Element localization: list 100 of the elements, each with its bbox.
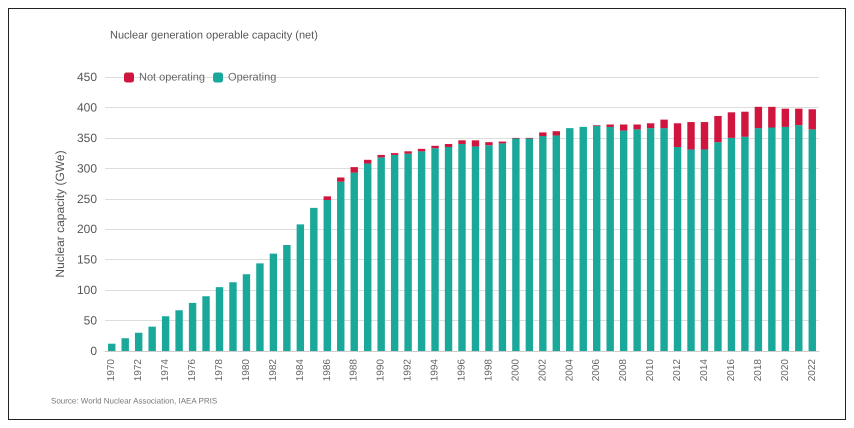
bar — [418, 148, 426, 152]
x-tick-label: 1992 — [402, 358, 414, 382]
bar — [337, 177, 344, 182]
x-tick-label: 1974 — [160, 358, 172, 382]
x-tick-label: 1990 — [376, 358, 387, 382]
bar — [768, 106, 776, 128]
bar — [633, 124, 641, 130]
bar — [324, 200, 331, 351]
bar — [526, 138, 534, 351]
bar — [175, 310, 183, 351]
x-tick-label: 2004 — [564, 358, 576, 382]
y-tick-label: 100 — [76, 283, 98, 298]
bar — [660, 120, 668, 128]
bar — [768, 128, 776, 351]
bar — [741, 112, 749, 137]
x-tick-label: 1972 — [133, 358, 144, 382]
bar — [485, 142, 493, 146]
x-tick-label: 2022 — [806, 358, 818, 382]
bar — [485, 145, 493, 351]
legend-label: Operating — [228, 72, 276, 84]
bar — [660, 128, 668, 351]
source-note: Source: World Nuclear Association, IAEA PRIS — [51, 396, 218, 406]
bar — [242, 274, 250, 351]
x-tick-label: 1984 — [294, 358, 306, 382]
bar — [256, 263, 264, 351]
bar — [431, 148, 439, 351]
bar — [498, 143, 506, 351]
bar — [418, 151, 426, 351]
x-tick-label: 2012 — [672, 358, 684, 382]
x-tick-label: 1978 — [214, 358, 226, 382]
x-tick-label: 2018 — [752, 358, 764, 382]
bar — [687, 149, 695, 351]
y-tick-label: 200 — [76, 222, 98, 236]
bar — [350, 167, 358, 173]
bar — [229, 282, 237, 351]
bar — [646, 128, 654, 351]
x-tick-label: 1996 — [456, 358, 468, 382]
x-tick-label: 2002 — [537, 358, 548, 382]
x-tick-label: 2006 — [591, 358, 602, 382]
y-tick-label: 300 — [76, 161, 98, 176]
x-tick-label: 2008 — [618, 358, 630, 382]
bar — [404, 154, 412, 351]
y-tick-label: 450 — [76, 70, 98, 84]
bar — [674, 123, 682, 148]
bar — [216, 287, 224, 351]
bar — [377, 157, 385, 351]
x-tick-label: 2000 — [510, 358, 522, 382]
x-tick-label: 2010 — [645, 358, 656, 382]
y-tick-label: 50 — [84, 314, 98, 328]
bar — [552, 131, 560, 136]
bar — [593, 126, 600, 351]
x-tick-label: 2014 — [698, 358, 710, 382]
bar — [646, 123, 654, 128]
y-axis-title: Nuclear capacity (GWe) — [53, 150, 68, 278]
bar — [674, 147, 682, 351]
bar — [108, 344, 116, 351]
bar — [162, 316, 170, 351]
bar — [134, 332, 142, 351]
bar — [202, 296, 210, 351]
bar — [390, 154, 398, 351]
bar — [552, 135, 560, 351]
bar — [188, 302, 196, 351]
bar — [754, 106, 762, 128]
bar — [566, 128, 574, 351]
bar — [580, 126, 587, 351]
bar — [270, 254, 278, 351]
x-tick-label: 1988 — [348, 358, 360, 382]
legend-label: Not operating — [139, 72, 206, 84]
bar — [310, 208, 318, 351]
bar — [633, 129, 641, 351]
bar — [606, 124, 614, 127]
bar — [122, 338, 129, 351]
bar — [472, 146, 480, 351]
bar — [620, 130, 628, 351]
x-tick-label: 2016 — [726, 358, 737, 382]
bar — [754, 128, 762, 351]
bar — [472, 140, 480, 146]
x-tick-label: 2020 — [780, 358, 791, 382]
bar — [283, 245, 291, 351]
bar — [741, 136, 749, 351]
bar — [782, 108, 790, 127]
bar — [458, 144, 466, 351]
bar — [700, 149, 708, 351]
bar — [620, 124, 628, 131]
bar — [606, 126, 614, 351]
y-tick-label: 400 — [76, 100, 98, 114]
bar — [512, 138, 520, 351]
bar — [795, 108, 802, 126]
bar — [350, 172, 358, 351]
bar — [324, 196, 331, 200]
x-tick-label: 1998 — [483, 358, 494, 382]
bar — [728, 138, 736, 351]
y-tick-label: 350 — [76, 130, 98, 145]
bar — [808, 109, 816, 130]
bar — [687, 122, 695, 150]
bar — [364, 163, 372, 351]
x-tick-label: 1970 — [106, 358, 118, 382]
bar — [444, 147, 452, 351]
bar — [364, 160, 372, 164]
bar — [700, 122, 708, 150]
